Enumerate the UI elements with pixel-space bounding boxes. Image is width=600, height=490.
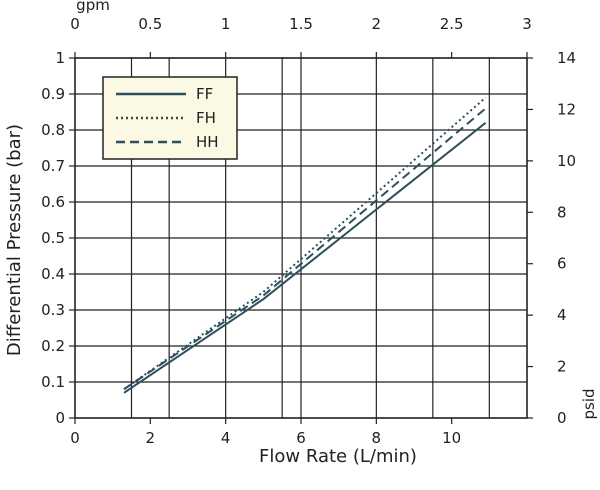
right-tick-label: 8 — [557, 203, 567, 221]
x-tick-label: 6 — [296, 429, 306, 447]
legend: FF FH HH — [102, 76, 238, 160]
y-tick-label: 0 — [55, 409, 65, 427]
y-tick-label: 0.5 — [41, 229, 65, 247]
legend-label-ff: FF — [196, 85, 213, 103]
legend-label-fh: FH — [196, 109, 216, 127]
y-tick-label: 0.6 — [41, 193, 65, 211]
series-lines — [123, 96, 487, 394]
right-tick-label: 14 — [557, 49, 576, 67]
legend-box — [102, 76, 238, 160]
top-tick-label: 1 — [221, 15, 231, 33]
y-tick-label: 0.7 — [41, 157, 65, 175]
top-tick-label: 0 — [70, 15, 80, 33]
y-axis-title: Differential Pressure (bar) — [4, 124, 25, 356]
y-tick-label: 0.4 — [41, 265, 65, 283]
top-axis-unit-label: gpm — [76, 0, 110, 14]
top-tick-label: 1.5 — [289, 15, 313, 33]
x-tick-label: 2 — [146, 429, 156, 447]
x-tick-label: 8 — [372, 429, 382, 447]
y-tick-label: 0.1 — [41, 373, 65, 391]
top-tick-label: 3 — [522, 15, 532, 33]
y-tick-label: 0.8 — [41, 121, 65, 139]
series-line-ff — [123, 122, 487, 394]
x-tick-label: 10 — [442, 429, 461, 447]
right-axis-unit-label: psid — [580, 388, 598, 419]
top-tick-label: 2 — [372, 15, 382, 33]
right-tick-label: 0 — [557, 409, 567, 427]
right-tick-label: 2 — [557, 358, 567, 376]
legend-label-hh: HH — [196, 133, 219, 151]
right-tick-label: 10 — [557, 152, 576, 170]
x-tick-label: 4 — [221, 429, 231, 447]
x-tick-label: 0 — [70, 429, 80, 447]
right-tick-label: 4 — [557, 306, 567, 324]
y-tick-label: 1 — [55, 49, 65, 67]
right-tick-label: 12 — [557, 100, 576, 118]
plot-frame — [69, 52, 533, 424]
x-axis-title: Flow Rate (L/min) — [259, 446, 417, 467]
top-tick-label: 0.5 — [138, 15, 162, 33]
y-tick-label: 0.9 — [41, 85, 65, 103]
y-tick-label: 0.2 — [41, 337, 65, 355]
y-tick-label: 0.3 — [41, 301, 65, 319]
right-tick-label: 6 — [557, 255, 567, 273]
top-tick-label: 2.5 — [440, 15, 464, 33]
